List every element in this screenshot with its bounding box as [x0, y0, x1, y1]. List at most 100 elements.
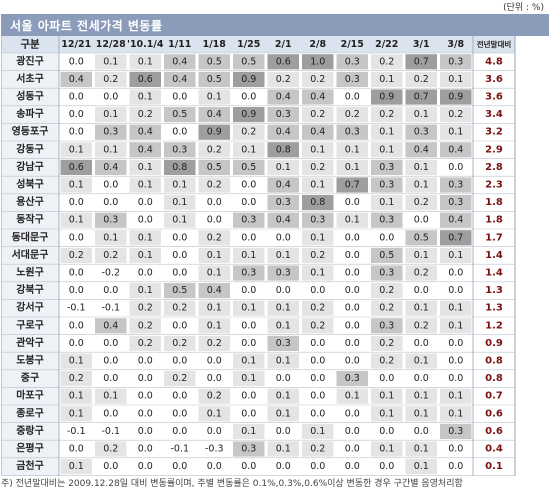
column-header: 2/15	[341, 39, 364, 50]
value-cell	[233, 89, 265, 105]
value-label: 0.4	[172, 56, 187, 67]
value-label: 0.2	[172, 373, 187, 384]
value-label: 0.2	[241, 127, 256, 138]
value-label: 0.1	[207, 268, 222, 279]
value-label: 0.1	[414, 180, 429, 191]
district-cell-bg	[1, 387, 59, 405]
value-label: 0.3	[379, 320, 394, 331]
value-cell	[233, 441, 265, 457]
row-header-label: 구분	[20, 38, 40, 51]
value-label: 0.1	[138, 92, 153, 103]
value-cell	[198, 300, 230, 316]
value-label: 0.0	[414, 426, 429, 437]
value-cell	[60, 159, 92, 175]
district-label: 관악구	[16, 336, 44, 349]
value-cell	[233, 177, 265, 193]
value-cell	[198, 54, 230, 70]
value-label: 0.0	[345, 197, 360, 208]
district-cell-bg	[1, 299, 59, 317]
value-cell	[198, 230, 230, 246]
value-cell	[371, 406, 403, 422]
value-cell	[371, 388, 403, 404]
value-label: 0.2	[103, 250, 118, 261]
value-cell	[129, 423, 161, 439]
value-label: 0.1	[379, 144, 394, 155]
value-label: 0.0	[345, 268, 360, 279]
value-cell	[129, 124, 161, 140]
value-cell	[95, 212, 127, 228]
value-cell	[440, 406, 472, 422]
value-label: 0.0	[448, 461, 463, 472]
value-label: 0.0	[138, 408, 153, 419]
value-cell	[60, 247, 92, 263]
value-label: 0.7	[345, 180, 360, 191]
ytd-value: 1.8	[485, 215, 503, 226]
value-label: 0.1	[414, 461, 429, 472]
value-label: 0.0	[103, 197, 118, 208]
value-cell	[198, 406, 230, 422]
value-label: 0.1	[414, 356, 429, 367]
value-label: 0.1	[241, 144, 256, 155]
value-label: 0.4	[276, 215, 291, 226]
value-label: 0.1	[345, 162, 360, 173]
value-cell	[302, 441, 334, 457]
value-cell	[198, 89, 230, 105]
value-label: 0.3	[448, 426, 463, 437]
column-header: 1/25	[237, 39, 260, 50]
value-cell	[405, 283, 437, 299]
value-label: 0.0	[379, 232, 394, 243]
value-label: 0.0	[276, 426, 291, 437]
value-label: 0.1	[276, 356, 291, 367]
value-label: 0.2	[207, 144, 222, 155]
value-label: 0.1	[276, 162, 291, 173]
value-cell	[302, 300, 334, 316]
value-label: 0.6	[138, 74, 153, 85]
value-cell	[302, 124, 334, 140]
value-cell	[405, 107, 437, 123]
value-label: 0.1	[379, 74, 394, 85]
value-cell	[405, 142, 437, 158]
value-label: 0.0	[310, 356, 325, 367]
value-cell	[129, 459, 161, 475]
column-header: 12/21	[61, 39, 91, 50]
value-label: 0.4	[310, 92, 325, 103]
value-label: 0.1	[241, 426, 256, 437]
value-label: 0.1	[345, 144, 360, 155]
value-label: 0.0	[448, 444, 463, 455]
value-label: 0.2	[379, 285, 394, 296]
value-cell	[440, 159, 472, 175]
value-label: 0.0	[69, 109, 84, 120]
value-cell	[60, 283, 92, 299]
value-label: 0.1	[207, 92, 222, 103]
value-label: 0.1	[345, 391, 360, 402]
value-label: 0.9	[379, 92, 394, 103]
value-label: 0.1	[207, 320, 222, 331]
value-label: 0.2	[69, 373, 84, 384]
value-cell	[267, 283, 299, 299]
ytd-value: 2.9	[485, 144, 503, 155]
value-label: 0.0	[172, 320, 187, 331]
value-cell	[60, 423, 92, 439]
column-header: 1/18	[203, 39, 227, 50]
value-cell	[371, 300, 403, 316]
value-cell	[336, 353, 368, 369]
value-cell	[267, 247, 299, 263]
value-label: 1.0	[310, 56, 325, 67]
value-cell	[371, 124, 403, 140]
value-label: -0.1	[101, 426, 120, 437]
ytd-value: 0.6	[485, 408, 503, 419]
value-cell	[267, 388, 299, 404]
value-label: 0.0	[276, 232, 291, 243]
district-cell-bg	[1, 176, 59, 194]
value-label: 0.0	[103, 356, 118, 367]
ytd-value: 4.8	[485, 56, 503, 67]
value-cell	[198, 353, 230, 369]
ytd-value: 0.4	[485, 444, 503, 455]
value-cell	[336, 371, 368, 387]
value-label: 0.1	[241, 250, 256, 261]
value-label: 0.0	[241, 320, 256, 331]
value-cell	[405, 71, 437, 87]
value-cell	[164, 318, 196, 334]
value-cell	[95, 300, 127, 316]
value-cell	[95, 89, 127, 105]
